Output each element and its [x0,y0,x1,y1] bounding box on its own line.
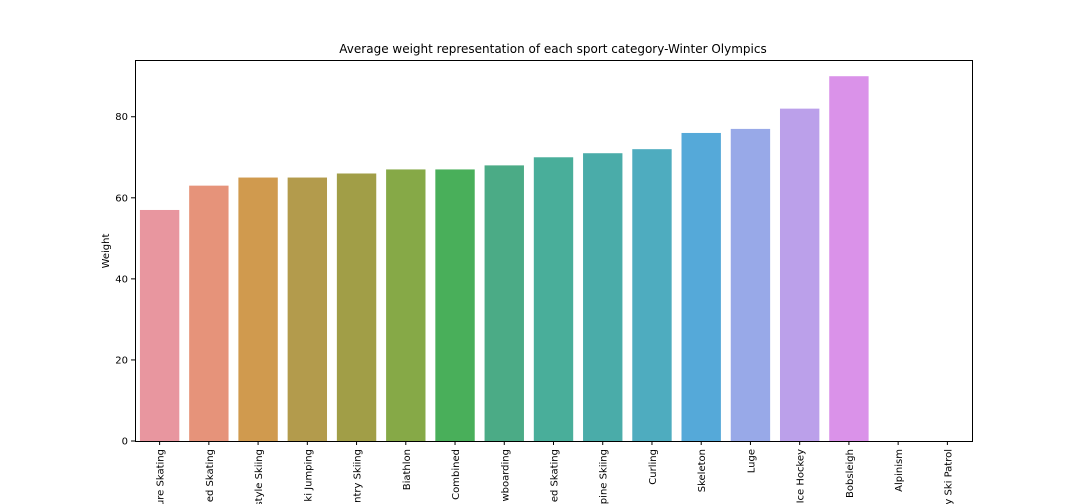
bar-5 [336,173,377,441]
x-tick-label-3: style Skiing [254,449,265,504]
x-tick-label-2: ed Skating [205,449,216,502]
x-tick-label-1: ure Skating [156,449,167,504]
bar-12 [681,132,721,441]
bar-8 [484,165,524,441]
x-tick-label-5: ntry Skiing [353,449,364,503]
y-tick-label-2: 20 [115,355,128,366]
bar-6 [386,169,426,442]
bar-2 [189,185,229,441]
x-tick-label-6: Biathlon [402,449,413,490]
y-tick-label-4: 60 [115,193,128,204]
bar-7 [435,169,475,442]
chart-title: Average weight representation of each sp… [339,42,766,56]
plot-frame [135,60,973,442]
x-tick-label-13: Luge [746,449,757,473]
bar-9 [533,157,574,441]
x-tick-label-10: pine Skiing [599,449,610,504]
x-tick-label-12: Skeleton [697,449,708,492]
bar-1 [139,209,180,441]
bar-14 [779,108,820,441]
bars-group [139,76,869,442]
x-tick-label-11: Curling [648,449,659,485]
bar-4 [287,177,328,442]
x-axis: ure Skating ed Skating style Skiing ki Jump… [156,441,954,504]
bar-11 [632,149,672,441]
bar-13 [730,128,771,442]
y-tick-label-5: 80 [115,112,128,123]
x-tick-label-8: wboarding [500,449,511,502]
y-tick-label-3: 40 [115,274,128,285]
x-tick-label-14: Ice Hockey [796,449,807,504]
x-tick-label-4: ki Jumping [303,449,314,502]
x-tick-label-16: Alpinism [894,449,905,492]
x-tick-label-7: Combined [451,449,462,500]
y-axis-label: Weight [101,234,112,269]
x-tick-label-9: ed Skating [550,449,561,502]
x-tick-label-17: y Ski Patrol [943,449,954,504]
bar-15 [829,76,869,441]
y-axis: 0 20 40 60 80 [115,112,135,448]
bar-3 [238,177,278,442]
y-tick-label-1: 0 [122,437,128,448]
bar-10 [583,153,623,442]
x-tick-label-15: Bobsleigh [845,449,856,498]
